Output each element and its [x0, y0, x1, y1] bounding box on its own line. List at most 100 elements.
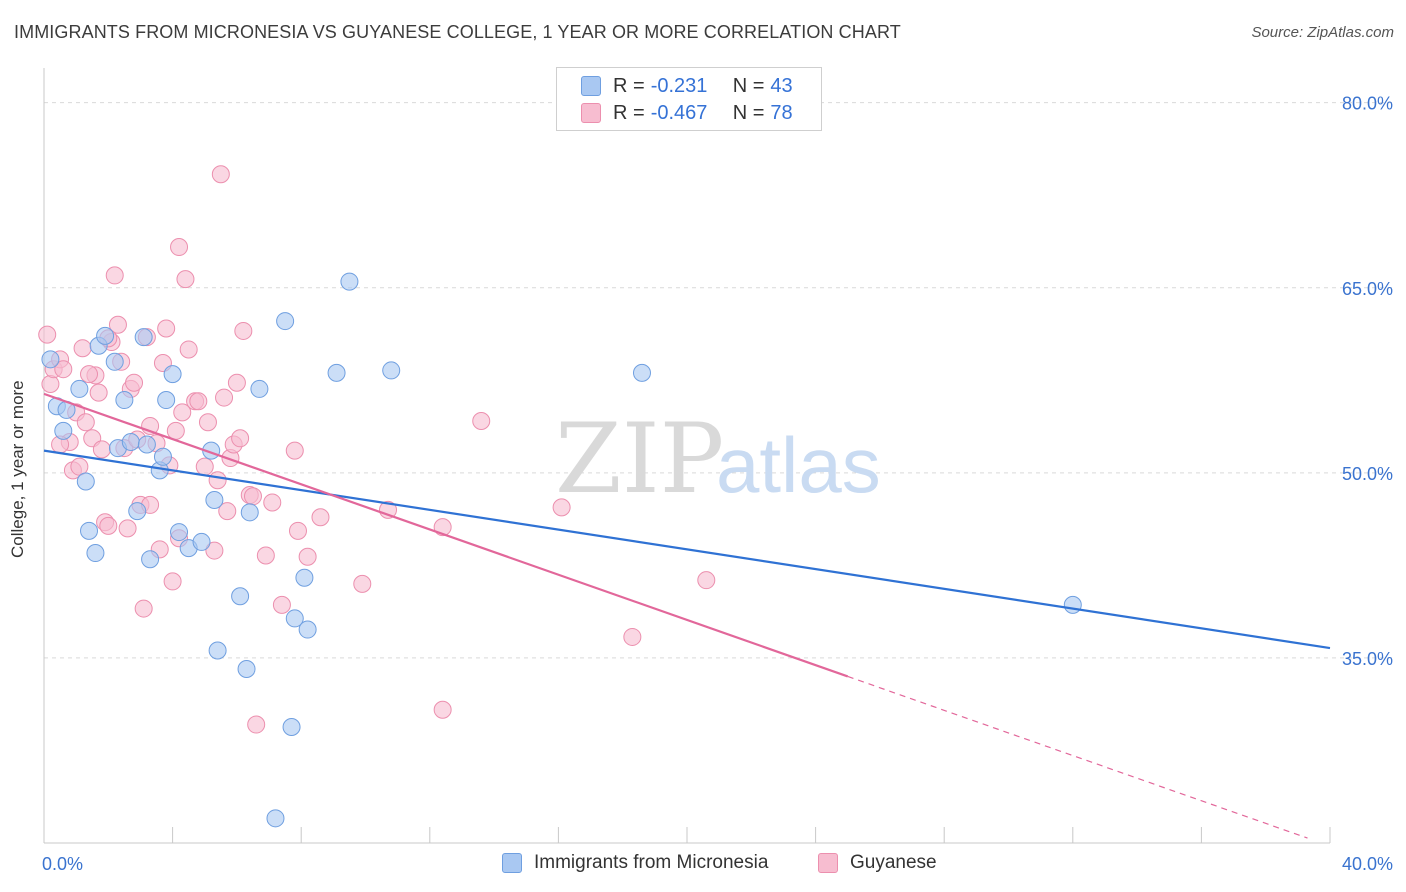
- point-micronesia: [128, 502, 147, 521]
- watermark-zip: ZIP: [555, 403, 724, 515]
- series-micronesia-points: [41, 272, 1082, 828]
- x-tick-label: 40.0%: [1342, 854, 1393, 874]
- watermark: ZIP atlas: [555, 403, 881, 515]
- chart-title: IMMIGRANTS FROM MICRONESIA VS GUYANESE C…: [14, 22, 901, 42]
- point-micronesia: [231, 587, 250, 606]
- point-guyanese: [234, 321, 253, 340]
- point-micronesia: [282, 718, 301, 737]
- point-guyanese: [353, 574, 372, 593]
- legend-item-guyanese[interactable]: Guyanese: [818, 852, 937, 874]
- point-micronesia: [80, 521, 99, 540]
- legend-swatch-pink: [581, 103, 601, 123]
- point-guyanese: [285, 441, 304, 460]
- point-guyanese: [163, 572, 182, 591]
- point-guyanese: [243, 487, 262, 506]
- legend-n-value: 43: [770, 74, 793, 97]
- point-guyanese: [195, 457, 214, 476]
- point-micronesia: [54, 421, 73, 440]
- point-micronesia: [240, 503, 259, 522]
- axes: [43, 68, 1331, 844]
- point-guyanese: [552, 498, 571, 517]
- point-guyanese: [38, 325, 57, 344]
- point-micronesia: [632, 363, 651, 382]
- point-guyanese: [105, 266, 124, 285]
- point-guyanese: [89, 383, 108, 402]
- point-micronesia: [298, 620, 317, 639]
- point-micronesia: [163, 365, 182, 384]
- point-micronesia: [153, 447, 172, 466]
- legend-r-value: -0.231: [650, 74, 708, 97]
- legend-row-micronesia: R = -0.231 N = 43: [581, 75, 793, 97]
- point-guyanese: [311, 508, 330, 527]
- series-guyanese-points: [38, 165, 716, 734]
- point-guyanese: [166, 421, 185, 440]
- point-guyanese: [198, 413, 217, 432]
- legend-r-label: R =: [613, 101, 645, 124]
- series-legend: Immigrants from Micronesia Guyanese: [0, 852, 1406, 878]
- legend-swatch-blue: [502, 853, 522, 873]
- point-guyanese: [134, 599, 153, 618]
- point-micronesia: [208, 641, 227, 660]
- trendline-guyanese-extrapolated: [847, 675, 1308, 839]
- point-guyanese: [41, 375, 60, 393]
- point-guyanese: [108, 315, 127, 334]
- legend-swatch-blue: [581, 76, 601, 96]
- tick-labels: 35.0% 50.0% 65.0% 80.0% 0.0% 40.0%: [42, 94, 1393, 874]
- point-micronesia: [157, 391, 176, 410]
- point-guyanese: [205, 541, 224, 560]
- point-micronesia: [285, 609, 304, 628]
- point-guyanese: [176, 270, 195, 289]
- point-guyanese: [73, 339, 92, 358]
- y-tick-label: 35.0%: [1342, 649, 1393, 669]
- point-guyanese: [263, 493, 282, 512]
- point-micronesia: [205, 490, 224, 509]
- legend-swatch-pink: [818, 853, 838, 873]
- y-axis-label: College, 1 year or more: [8, 380, 27, 558]
- legend-r-label: R =: [613, 74, 645, 97]
- point-guyanese: [92, 440, 111, 459]
- point-guyanese: [298, 547, 317, 566]
- point-guyanese: [247, 715, 266, 734]
- point-guyanese: [697, 571, 716, 590]
- point-guyanese: [70, 457, 89, 476]
- point-micronesia: [276, 312, 295, 331]
- point-guyanese: [227, 373, 246, 392]
- point-micronesia: [41, 350, 60, 369]
- point-guyanese: [54, 360, 73, 379]
- point-micronesia: [105, 352, 124, 371]
- point-guyanese: [189, 392, 208, 411]
- point-micronesia: [96, 326, 115, 345]
- legend-item-label: Immigrants from Micronesia: [534, 852, 769, 873]
- point-guyanese: [208, 471, 227, 490]
- point-micronesia: [192, 532, 211, 551]
- legend-item-label: Guyanese: [850, 852, 937, 873]
- point-micronesia: [170, 523, 189, 542]
- point-guyanese: [288, 521, 307, 540]
- point-guyanese: [76, 413, 95, 432]
- point-guyanese: [170, 238, 189, 257]
- point-micronesia: [86, 544, 105, 563]
- point-micronesia: [250, 379, 269, 398]
- point-guyanese: [211, 165, 230, 184]
- y-tick-label: 50.0%: [1342, 464, 1393, 484]
- point-micronesia: [121, 432, 140, 451]
- point-micronesia: [327, 363, 346, 382]
- trendline-micronesia: [43, 449, 1331, 650]
- point-guyanese: [472, 412, 491, 431]
- point-guyanese: [118, 519, 137, 538]
- source-label: Source: ZipAtlas.com: [1251, 24, 1394, 41]
- point-guyanese: [433, 700, 452, 719]
- point-micronesia: [340, 272, 359, 291]
- point-micronesia: [141, 550, 160, 569]
- point-guyanese: [80, 365, 99, 384]
- point-guyanese: [218, 502, 237, 521]
- grid-lines: [44, 102, 1392, 659]
- point-guyanese: [125, 373, 144, 392]
- point-guyanese: [99, 516, 118, 535]
- legend-row-guyanese: R = -0.467 N = 78: [581, 102, 793, 124]
- legend-item-micronesia[interactable]: Immigrants from Micronesia: [502, 852, 768, 874]
- point-guyanese: [179, 340, 198, 359]
- watermark-atlas: atlas: [716, 421, 881, 509]
- point-micronesia: [137, 435, 156, 454]
